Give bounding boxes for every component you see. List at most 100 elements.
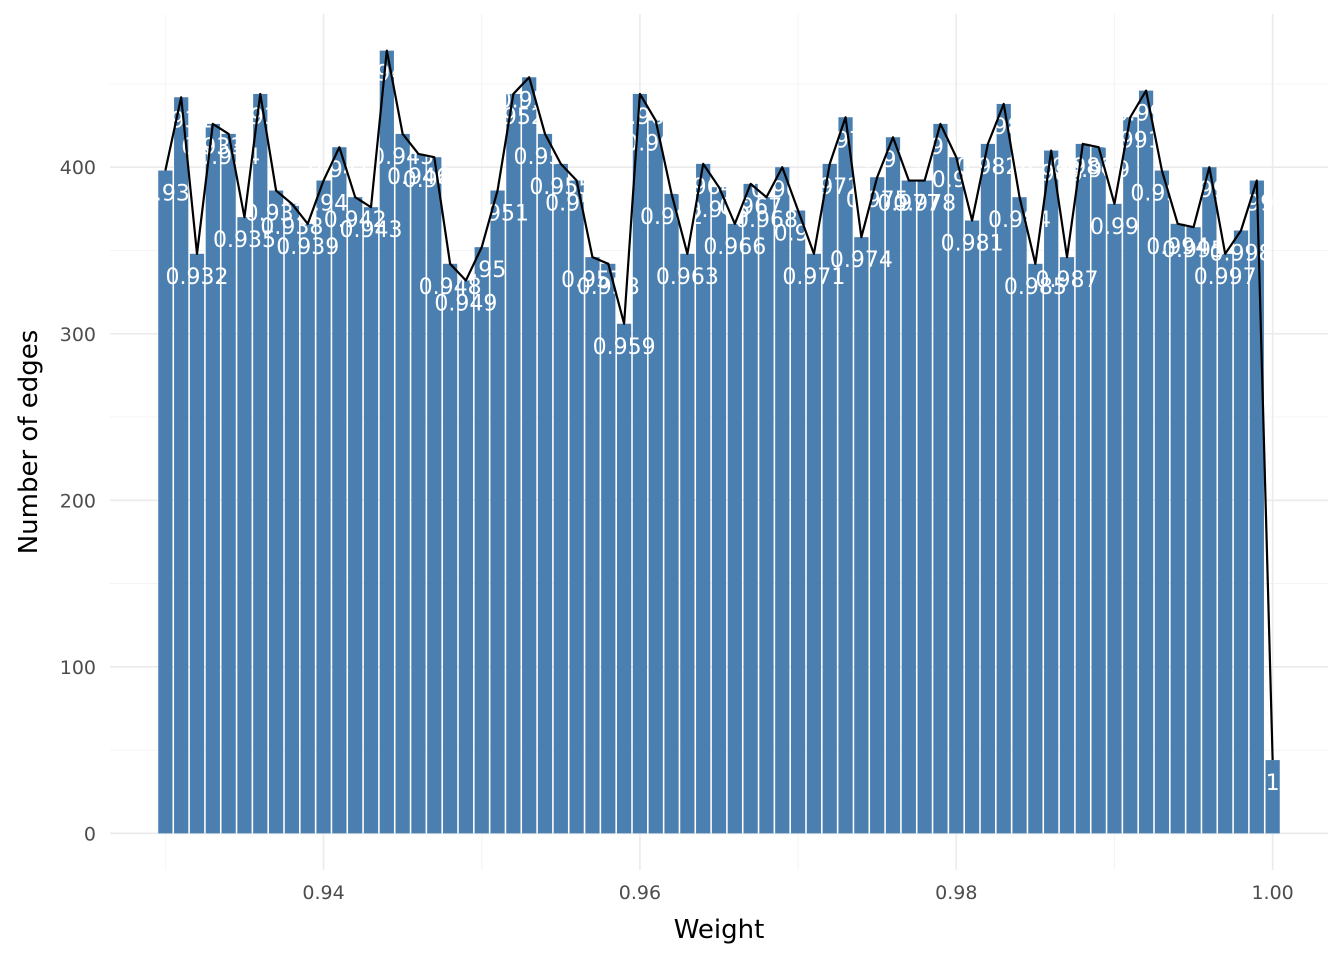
histogram-bar bbox=[458, 280, 474, 834]
bar-label: 0.932 bbox=[166, 265, 229, 290]
bar-label: 0.982 bbox=[956, 155, 1019, 180]
bar-label: 0.981 bbox=[941, 232, 1004, 257]
histogram-bar bbox=[980, 143, 996, 834]
bar-label: 0.949 bbox=[434, 291, 497, 316]
x-tick-label: 0.98 bbox=[935, 882, 977, 904]
bar-label: 0.98 bbox=[932, 168, 981, 193]
histogram-bar bbox=[838, 117, 853, 834]
bars bbox=[158, 50, 1280, 834]
histogram-bar bbox=[1123, 117, 1138, 834]
bar-label: 0.93 bbox=[141, 182, 190, 207]
y-tick-label: 0 bbox=[84, 823, 96, 845]
bar-label: 0.987 bbox=[1036, 268, 1099, 293]
histogram-bar bbox=[964, 220, 980, 834]
bar-label: 0.953 bbox=[498, 88, 561, 113]
bar-label: 0.986 bbox=[1020, 162, 1083, 187]
histogram-bar bbox=[917, 180, 932, 834]
bar-label: 0.939 bbox=[276, 235, 339, 260]
y-tick-label: 100 bbox=[60, 657, 96, 679]
histogram-bar bbox=[885, 137, 901, 834]
bar-label: 0.968 bbox=[735, 208, 798, 233]
histogram-bar bbox=[189, 253, 205, 834]
x-axis-title: Weight bbox=[674, 915, 765, 945]
histogram-bar bbox=[284, 203, 300, 834]
bar-label: 1 bbox=[1266, 771, 1280, 796]
histogram-bar bbox=[790, 210, 806, 834]
bar-label: 0.992 bbox=[1115, 102, 1178, 127]
bar-label: 0.983 bbox=[972, 115, 1035, 140]
bar-label: 0.945 bbox=[371, 145, 434, 170]
histogram-bar bbox=[1218, 253, 1233, 834]
bar-label: 0.948 bbox=[419, 275, 482, 300]
x-tick-label: 0.96 bbox=[619, 882, 661, 904]
bar-label: 0.995 bbox=[1162, 238, 1225, 263]
histogram-bar bbox=[569, 180, 584, 834]
histogram-bar bbox=[553, 163, 568, 834]
histogram-bar bbox=[585, 257, 600, 834]
histogram-bar bbox=[1028, 263, 1043, 834]
bar-label: 0.996 bbox=[1178, 178, 1241, 203]
bar-label: 0.994 bbox=[1146, 235, 1209, 260]
bar-label: 0.942 bbox=[324, 208, 387, 233]
bar-label: 0.936 bbox=[229, 105, 292, 130]
bar-label: 0.97 bbox=[774, 222, 823, 247]
bar-label: 0.938 bbox=[260, 215, 323, 240]
histogram-bar bbox=[1075, 143, 1090, 834]
histogram-bar bbox=[268, 190, 284, 834]
histogram-bar bbox=[822, 163, 837, 834]
histogram-bar bbox=[205, 123, 220, 834]
histogram-bar bbox=[949, 157, 964, 834]
histogram-bar bbox=[442, 263, 458, 834]
bar-label: 0.972 bbox=[798, 175, 861, 200]
histogram-bar bbox=[1265, 760, 1280, 834]
bar-label: 0.99 bbox=[1090, 215, 1139, 240]
histogram-bar bbox=[664, 193, 679, 834]
histogram-bar bbox=[522, 77, 537, 834]
histogram-bar bbox=[332, 147, 347, 834]
histogram-bar bbox=[253, 93, 268, 834]
histogram-bar bbox=[1012, 197, 1027, 834]
histogram-bar bbox=[300, 223, 315, 834]
histogram-bar bbox=[933, 123, 948, 834]
bar-label: 0.966 bbox=[703, 235, 766, 260]
bar-label: 0.993 bbox=[1130, 182, 1193, 207]
bar-label: 0.952 bbox=[482, 105, 545, 130]
bar-label: 0.964 bbox=[672, 175, 735, 200]
histogram-bar bbox=[237, 217, 252, 834]
histogram-bar bbox=[474, 247, 489, 834]
histogram-bar bbox=[1202, 167, 1217, 834]
histogram-bar bbox=[1138, 90, 1154, 834]
histogram-bar bbox=[1091, 147, 1106, 834]
histogram-bar bbox=[316, 180, 331, 834]
histogram-bar bbox=[1154, 170, 1170, 834]
histogram-bar bbox=[1107, 203, 1122, 834]
histogram-bar bbox=[711, 187, 727, 834]
histogram-bar bbox=[1186, 227, 1201, 834]
y-tick-label: 200 bbox=[60, 490, 96, 512]
bar-label: 0.961 bbox=[624, 132, 687, 157]
histogram-bar bbox=[601, 263, 616, 834]
histogram-bar bbox=[158, 170, 173, 834]
histogram-bar bbox=[506, 93, 521, 834]
bar-label: 0.967 bbox=[719, 195, 782, 220]
histogram-bar bbox=[411, 153, 426, 834]
bar-label: 0.944 bbox=[355, 62, 418, 87]
bar-label: 0.947 bbox=[403, 168, 466, 193]
x-tick-label: 0.94 bbox=[302, 882, 344, 904]
histogram-bar bbox=[395, 133, 410, 834]
histogram-bar bbox=[775, 167, 790, 834]
histogram-bar bbox=[806, 253, 822, 834]
bar-label: 0.997 bbox=[1194, 265, 1257, 290]
histogram-bar bbox=[427, 157, 442, 834]
histogram-bar bbox=[174, 97, 189, 834]
bar-label: 0.977 bbox=[877, 192, 940, 217]
histogram-bar bbox=[1170, 223, 1185, 834]
histogram-bar bbox=[648, 120, 663, 834]
bar-label: 0.958 bbox=[577, 275, 640, 300]
bar-label: 0.951 bbox=[466, 202, 529, 227]
bar-label: 0.976 bbox=[862, 148, 925, 173]
bar-label: 0.971 bbox=[782, 265, 845, 290]
histogram-bar bbox=[363, 207, 379, 834]
bar-label: 0.991 bbox=[1099, 128, 1162, 153]
bar-label: 0.943 bbox=[340, 218, 403, 243]
